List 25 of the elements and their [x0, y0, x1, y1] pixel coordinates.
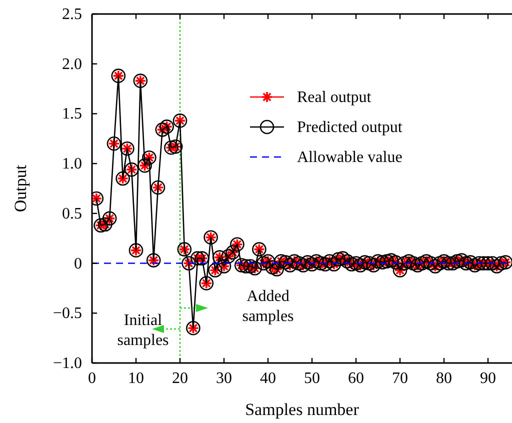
y-axis-title: Output — [11, 164, 30, 212]
y-tick-label: 1.0 — [62, 156, 82, 173]
x-tick-label: 30 — [216, 370, 232, 387]
y-tick-label: 2.0 — [62, 56, 82, 73]
annotation: Added samples — [242, 288, 294, 325]
legend-label: Predicted output — [297, 119, 403, 136]
x-tick-label: 70 — [392, 370, 408, 387]
y-tick-label: 2.5 — [62, 6, 82, 23]
x-tick-label: 90 — [480, 370, 496, 387]
x-tick-label: 50 — [304, 370, 320, 387]
x-tick-label: 60 — [348, 370, 364, 387]
y-tick-label: −0.5 — [52, 305, 82, 322]
legend-label: Real output — [297, 89, 372, 106]
x-tick-label: 80 — [436, 370, 452, 387]
y-tick-label: 0 — [74, 255, 82, 272]
x-tick-label: 10 — [128, 370, 144, 387]
x-axis-title: Samples number — [245, 400, 360, 419]
annotation: Initial samples — [117, 312, 169, 349]
y-tick-label: 1.5 — [62, 106, 82, 123]
x-tick-label: 20 — [172, 370, 188, 387]
y-tick-label: −1.0 — [52, 355, 82, 372]
x-tick-label: 0 — [88, 370, 96, 387]
x-tick-label: 40 — [260, 370, 276, 387]
y-tick-label: 0.5 — [62, 205, 82, 222]
legend-label: Allowable value — [297, 149, 402, 166]
